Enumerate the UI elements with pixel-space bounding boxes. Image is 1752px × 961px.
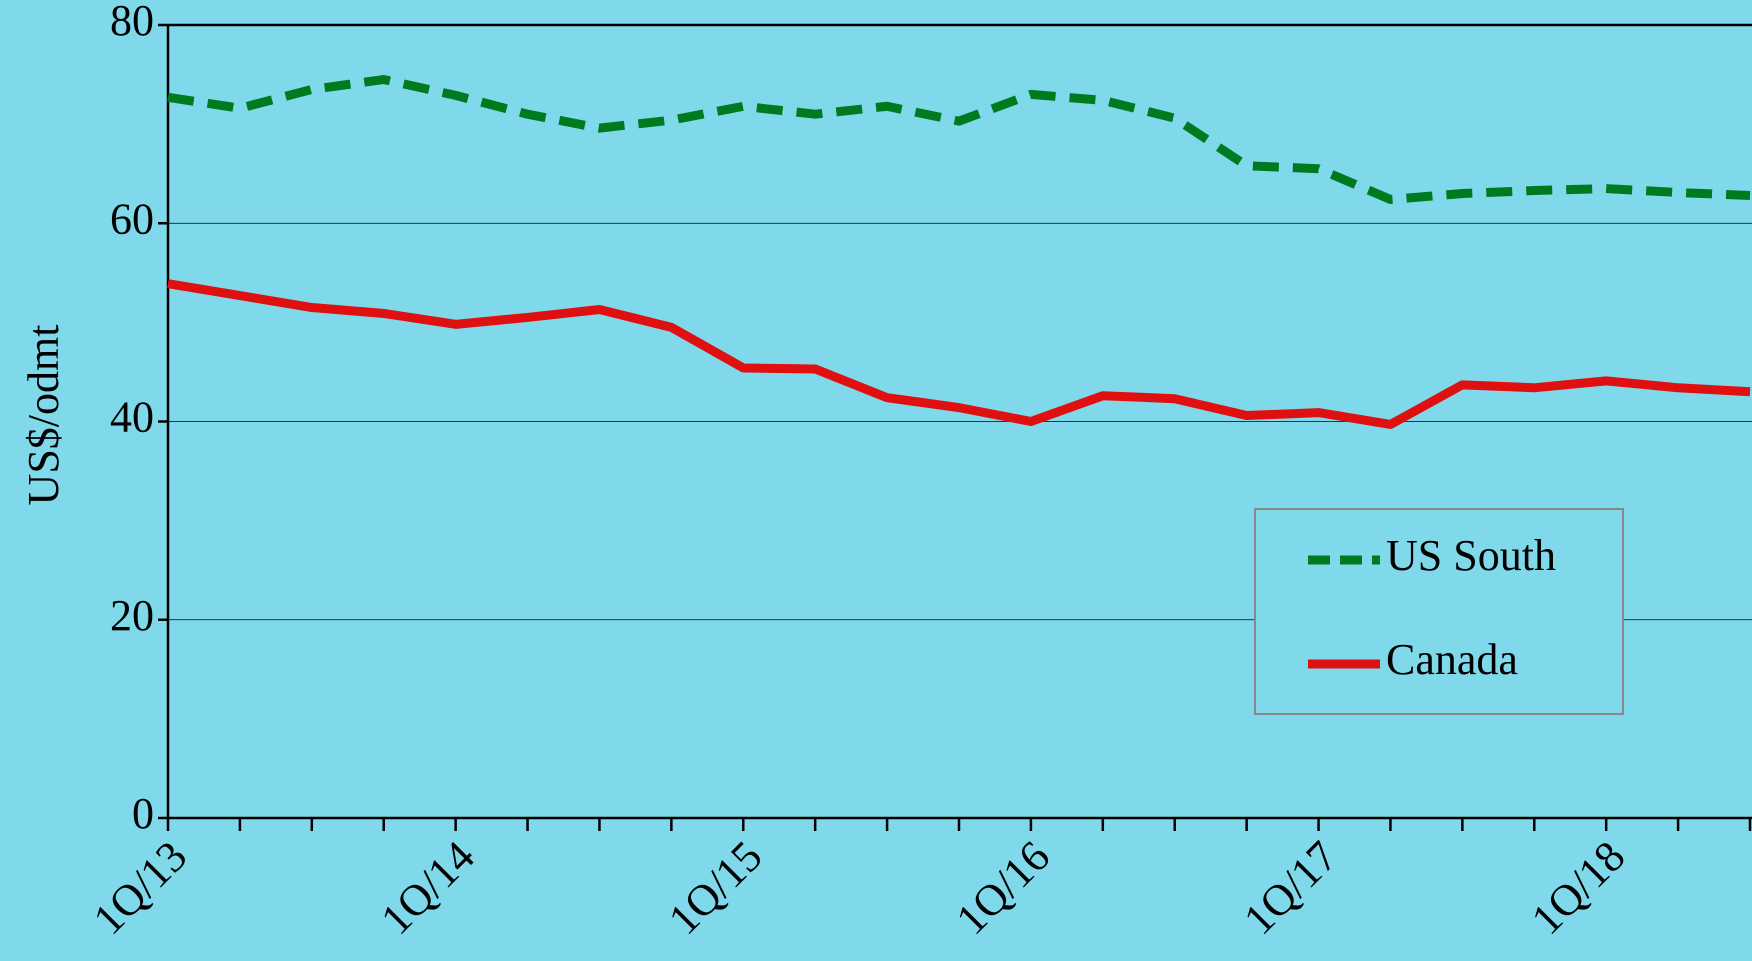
y-axis-label: US$/odmt bbox=[19, 325, 68, 506]
y-tick-label: 0 bbox=[132, 789, 154, 838]
y-tick-label: 20 bbox=[110, 591, 154, 640]
y-tick-label: 80 bbox=[110, 0, 154, 45]
legend: US South Canada bbox=[1254, 508, 1624, 715]
y-tick-label: 60 bbox=[110, 194, 154, 243]
line-series bbox=[167, 279, 1751, 429]
legend-label: US South bbox=[1386, 531, 1556, 580]
legend-label: Canada bbox=[1386, 635, 1518, 684]
line-series bbox=[167, 75, 1751, 204]
y-tick-label: 40 bbox=[110, 393, 154, 442]
legend-box bbox=[1254, 508, 1624, 715]
